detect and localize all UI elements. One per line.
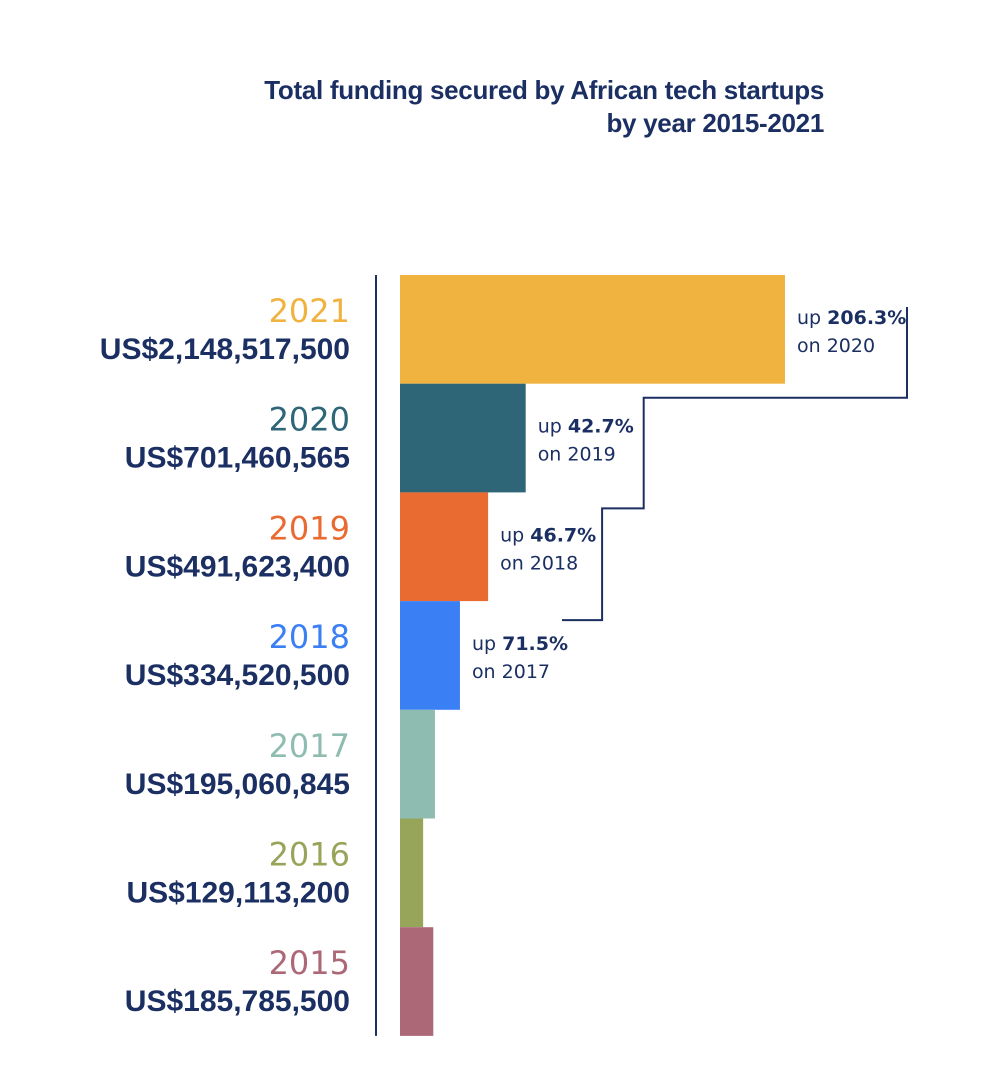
annotations-group: up 206.3% on 2020 up 42.7% on 2019 up 46.7% o…: [472, 307, 906, 683]
chart-title: Total funding secured by African tech st…: [264, 74, 824, 140]
chart-title-line2: by year 2015-2021: [606, 108, 824, 138]
bar-2018: [400, 601, 460, 710]
bars-group: [400, 275, 785, 1036]
growth-label-2019: up 46.7%: [500, 524, 596, 546]
amount-label-2015: US$185,785,500: [125, 985, 350, 1018]
amount-label-2017: US$195,060,845: [125, 768, 350, 801]
amount-label-2018: US$334,520,500: [125, 659, 350, 692]
growth-compare-label-2019: on 2018: [500, 552, 578, 574]
year-label-2017: 2017: [269, 727, 350, 765]
amount-label-2021: US$2,148,517,500: [100, 333, 350, 366]
growth-compare-label-2018: on 2017: [472, 661, 550, 683]
amount-label-2019: US$491,623,400: [125, 550, 350, 583]
year-label-2020: 2020: [269, 401, 350, 439]
growth-label-2020: up 42.7%: [538, 416, 634, 438]
year-label-2015: 2015: [269, 944, 350, 982]
year-label-2018: 2018: [269, 618, 350, 656]
chart-title-line1: Total funding secured by African tech st…: [264, 75, 824, 105]
bar-2021: [400, 275, 785, 384]
connector-lines-group: [561, 307, 908, 622]
growth-compare-label-2020: on 2019: [538, 444, 616, 466]
year-label-2016: 2016: [269, 836, 350, 874]
bar-2017: [400, 709, 435, 819]
year-label-2019: 2019: [269, 509, 350, 547]
growth-connector-line: [561, 307, 908, 622]
amount-label-2020: US$701,460,565: [125, 442, 350, 475]
bar-2015: [400, 927, 434, 1036]
amount-label-2016: US$129,113,200: [126, 877, 350, 910]
growth-label-2021: up 206.3%: [797, 307, 906, 329]
growth-label-2018: up 71.5%: [472, 633, 568, 655]
bar-2020: [400, 383, 526, 493]
bar-2019: [400, 492, 489, 602]
growth-compare-label-2021: on 2020: [797, 335, 875, 357]
bar-2016: [400, 818, 424, 928]
year-label-2021: 2021: [269, 292, 350, 330]
